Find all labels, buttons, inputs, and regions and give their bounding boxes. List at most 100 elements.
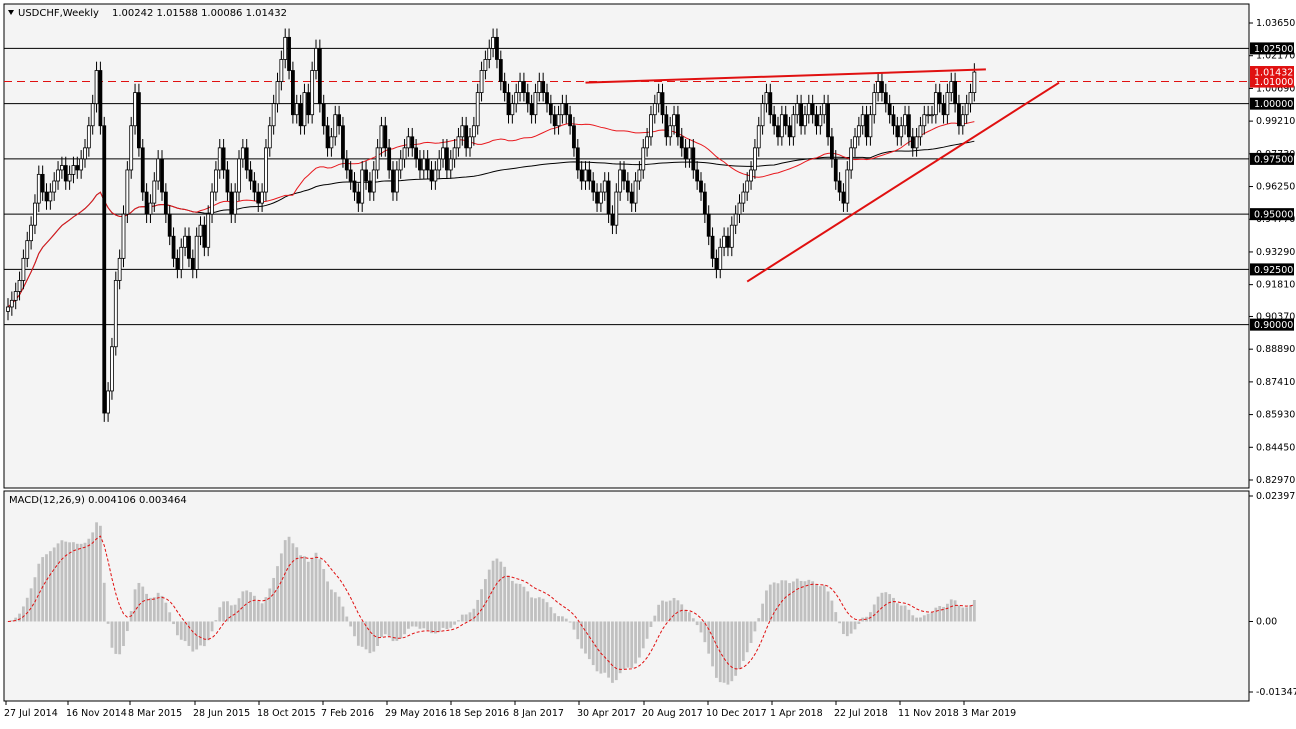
candle[interactable] — [710, 227, 715, 268]
candle[interactable] — [302, 83, 307, 135]
candle[interactable] — [425, 150, 430, 179]
candle[interactable] — [687, 139, 692, 168]
candle[interactable] — [599, 183, 603, 212]
candle[interactable] — [383, 116, 388, 157]
candle[interactable] — [391, 161, 395, 201]
candle[interactable] — [113, 271, 118, 356]
candle[interactable] — [699, 172, 703, 201]
candle[interactable] — [872, 83, 877, 124]
candle[interactable] — [606, 172, 611, 223]
candle[interactable] — [167, 205, 172, 246]
candle[interactable] — [537, 72, 542, 102]
candle[interactable] — [156, 150, 161, 190]
candle[interactable] — [106, 382, 110, 422]
candle[interactable] — [826, 94, 830, 146]
candle[interactable] — [683, 139, 688, 168]
candle[interactable] — [552, 105, 557, 135]
candle[interactable] — [510, 94, 515, 124]
candle[interactable] — [379, 116, 384, 157]
candle[interactable] — [260, 183, 265, 212]
candle[interactable] — [841, 183, 846, 212]
candle[interactable] — [660, 83, 665, 124]
candle[interactable] — [514, 83, 519, 113]
candle[interactable] — [206, 205, 211, 257]
candle[interactable] — [518, 72, 522, 102]
candle[interactable] — [387, 139, 392, 179]
candle[interactable] — [360, 161, 365, 212]
candle[interactable] — [491, 28, 496, 58]
candle[interactable] — [833, 150, 838, 190]
candle[interactable] — [175, 249, 180, 279]
candle[interactable] — [907, 105, 911, 146]
candle[interactable] — [649, 105, 653, 146]
candle[interactable] — [591, 172, 596, 201]
candle[interactable] — [810, 94, 815, 124]
candle[interactable] — [198, 216, 203, 246]
candle[interactable] — [679, 127, 684, 157]
candle[interactable] — [414, 139, 419, 168]
candle[interactable] — [267, 116, 272, 157]
candle[interactable] — [86, 116, 91, 157]
candle[interactable] — [856, 116, 861, 146]
candle[interactable] — [79, 150, 84, 179]
candle[interactable] — [437, 150, 442, 179]
candle[interactable] — [564, 94, 569, 124]
candle[interactable] — [294, 94, 299, 124]
candle[interactable] — [806, 94, 811, 124]
candle[interactable] — [722, 227, 726, 257]
candle[interactable] — [163, 183, 168, 223]
candle[interactable] — [187, 227, 191, 268]
candle[interactable] — [860, 105, 865, 135]
candle[interactable] — [52, 172, 57, 201]
candle[interactable] — [618, 161, 623, 201]
candle[interactable] — [468, 127, 472, 157]
candle[interactable] — [849, 139, 854, 179]
candle[interactable] — [410, 127, 415, 157]
candle[interactable] — [799, 94, 803, 135]
candle[interactable] — [953, 72, 957, 113]
candle[interactable] — [441, 139, 445, 168]
candle[interactable] — [887, 94, 892, 124]
candle[interactable] — [602, 172, 607, 201]
candle[interactable] — [587, 161, 592, 190]
candle[interactable] — [487, 39, 492, 69]
candle[interactable] — [749, 161, 753, 190]
candle[interactable] — [949, 72, 954, 102]
candle[interactable] — [402, 139, 407, 168]
candle[interactable] — [244, 139, 249, 179]
candle[interactable] — [321, 94, 326, 135]
candle[interactable] — [498, 50, 503, 91]
candle[interactable] — [741, 183, 746, 212]
candle[interactable] — [903, 105, 907, 135]
candle[interactable] — [6, 298, 10, 321]
candle[interactable] — [418, 150, 422, 179]
candle[interactable] — [880, 72, 884, 102]
candle[interactable] — [375, 139, 380, 179]
trendline[interactable] — [746, 81, 1060, 283]
candle[interactable] — [210, 183, 214, 223]
candle[interactable] — [194, 227, 199, 279]
candle[interactable] — [676, 105, 680, 146]
candle[interactable] — [776, 116, 780, 146]
candle[interactable] — [506, 83, 511, 124]
candle[interactable] — [29, 216, 34, 250]
candle[interactable] — [883, 83, 888, 113]
candle[interactable] — [117, 249, 122, 290]
candle[interactable] — [217, 139, 222, 179]
candle[interactable] — [656, 83, 661, 113]
candle[interactable] — [914, 127, 919, 157]
candle[interactable] — [202, 216, 207, 257]
candle[interactable] — [560, 94, 565, 124]
candle[interactable] — [745, 172, 750, 201]
candle[interactable] — [845, 161, 850, 212]
candle[interactable] — [633, 172, 638, 212]
candle[interactable] — [937, 83, 942, 113]
candle[interactable] — [529, 94, 534, 124]
candle[interactable] — [556, 105, 561, 135]
candle[interactable] — [479, 61, 484, 102]
candle[interactable] — [637, 161, 642, 190]
candle[interactable] — [645, 127, 649, 157]
candle[interactable] — [317, 39, 322, 113]
